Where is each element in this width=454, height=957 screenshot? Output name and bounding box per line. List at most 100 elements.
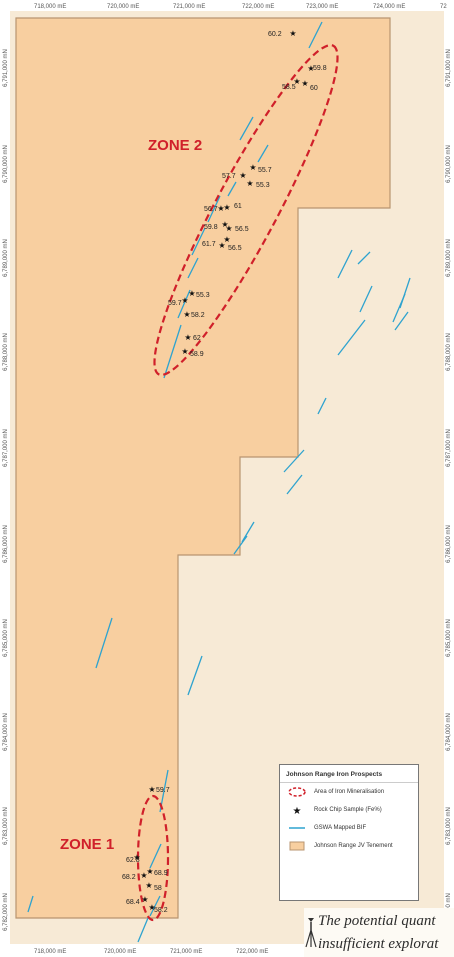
grid-tick-label: 724,000 mE bbox=[373, 4, 405, 10]
grid-tick-label: 6,790,000 mN bbox=[3, 145, 9, 183]
grid-tick-label: 72 bbox=[440, 4, 447, 10]
star-icon: ★ bbox=[188, 289, 195, 298]
grid-tick-label: 6,789,000 mN bbox=[446, 239, 452, 277]
sample-label: 55.3 bbox=[256, 182, 270, 189]
left-ticks: 6,791,000 mN 6,790,000 mN 6,789,000 mN 6… bbox=[3, 49, 9, 931]
caption-line: insufficient explorat bbox=[318, 936, 439, 952]
grid-tick-label: 6,788,000 mN bbox=[3, 333, 9, 371]
sample-label: 59.8 bbox=[204, 224, 218, 231]
grid-tick-label: 6,790,000 mN bbox=[446, 145, 452, 183]
zone-1-mineralisation-area bbox=[136, 794, 170, 922]
legend-label: GSWA Mapped BIF bbox=[314, 825, 367, 831]
sample-labels-zone2: 60.2 59.8 58.5 60 57.7 55.7 55.3 56.7 61… bbox=[168, 31, 327, 358]
sample-label: 59.7 bbox=[168, 300, 182, 307]
sample-label: 59.8 bbox=[313, 65, 327, 72]
sample-label: 56.5 bbox=[228, 245, 242, 252]
sample-label: 58.9 bbox=[190, 351, 204, 358]
grid-tick-label: 6,785,000 mN bbox=[3, 619, 9, 657]
star-icon: ★ bbox=[221, 220, 228, 229]
caption-line: The potential quant bbox=[318, 913, 436, 929]
grid-tick-label: 6,791,000 mN bbox=[3, 49, 9, 87]
map-legend: Johnson Range Iron Prospects Area of Iro… bbox=[279, 764, 419, 901]
sample-label: 62 bbox=[193, 335, 201, 342]
bif-lines bbox=[27, 21, 411, 943]
sample-label: 61.7 bbox=[202, 241, 216, 248]
star-icon: ★ bbox=[223, 235, 230, 244]
star-icon: ★ bbox=[239, 171, 246, 180]
grid-tick-label: 6,783,000 mN bbox=[446, 807, 452, 845]
star-icon: ★ bbox=[181, 347, 188, 356]
sample-label: 55.3 bbox=[196, 292, 210, 299]
star-icon: ★ bbox=[293, 77, 300, 86]
star-icon: ★ bbox=[223, 203, 230, 212]
zone-2-mineralisation-area bbox=[153, 44, 339, 376]
star-icon: ★ bbox=[148, 903, 155, 912]
legend-label: Johnson Range JV Tenement bbox=[314, 843, 393, 849]
dashed-ellipse-icon bbox=[286, 786, 308, 798]
grid-tick-label: 6,791,000 mN bbox=[446, 49, 452, 87]
legend-item-tenement: Johnson Range JV Tenement bbox=[280, 837, 418, 855]
star-icon: ★ bbox=[184, 333, 191, 342]
star-icon: ★ bbox=[218, 241, 225, 250]
legend-title: Johnson Range Iron Prospects bbox=[280, 765, 418, 783]
sample-label: 58.2 bbox=[191, 312, 205, 319]
svg-text:★: ★ bbox=[293, 806, 302, 815]
grid-tick-label: 722,000 mE bbox=[236, 949, 268, 955]
legend-label: Area of Iron Mineralisation bbox=[314, 789, 385, 795]
sample-label: 57.7 bbox=[222, 173, 236, 180]
grid-tick-label: 6,786,000 mN bbox=[446, 525, 452, 563]
zone-outlines bbox=[136, 44, 339, 922]
sample-label: 61 bbox=[234, 203, 242, 210]
legend-item-mineralisation: Area of Iron Mineralisation bbox=[280, 783, 418, 801]
sample-label: 58 bbox=[154, 885, 162, 892]
sample-labels-zone1: 59.7 62.8 68.2 68.9 58 68.4 58.2 bbox=[122, 787, 170, 914]
zone-2-label: ZONE 2 bbox=[148, 137, 202, 154]
legend-label: Rock Chip Sample (Fe%) bbox=[314, 807, 382, 813]
grid-tick-label: 6,785,000 mN bbox=[446, 619, 452, 657]
star-icon: ★ bbox=[307, 64, 314, 73]
sample-label: 56.7 bbox=[204, 206, 218, 213]
grid-tick-label: 718,000 mE bbox=[34, 4, 66, 10]
sample-label: 55.7 bbox=[258, 167, 272, 174]
bottom-ticks: 718,000 mE 720,000 mE 721,000 mE 722,000… bbox=[34, 949, 268, 955]
star-icon: ★ bbox=[141, 895, 148, 904]
grid-tick-label: 722,000 mE bbox=[242, 4, 274, 10]
grid-tick-label: 720,000 mE bbox=[104, 949, 136, 955]
grid-tick-label: 723,000 mE bbox=[306, 4, 338, 10]
star-icon: ★ bbox=[217, 204, 224, 213]
sample-label: 58.2 bbox=[154, 907, 168, 914]
orange-box-icon bbox=[286, 840, 308, 852]
zone-1-label: ZONE 1 bbox=[60, 836, 114, 853]
sample-label: 68.4 bbox=[126, 899, 140, 906]
blue-line-icon bbox=[286, 822, 308, 834]
grid-tick-label: 721,000 mE bbox=[170, 949, 202, 955]
grid-tick-label: 721,000 mE bbox=[173, 4, 205, 10]
sample-label: 59.7 bbox=[156, 787, 170, 794]
sample-label: 60 bbox=[310, 85, 318, 92]
survey-tripod-icon bbox=[305, 918, 317, 948]
star-icon: ★ bbox=[289, 29, 296, 38]
star-icon: ★ bbox=[301, 79, 308, 88]
tenement-area bbox=[15, 17, 391, 919]
legend-item-rock-chip: ★ Rock Chip Sample (Fe%) bbox=[280, 801, 418, 819]
sample-label: 68.9 bbox=[154, 870, 168, 877]
star-icon: ★ bbox=[145, 881, 152, 890]
sample-label: 56.5 bbox=[235, 226, 249, 233]
sample-label: 62.8 bbox=[126, 857, 140, 864]
grid-tick-label: 6,787,000 mN bbox=[446, 429, 452, 467]
legend-item-bif: GSWA Mapped BIF bbox=[280, 819, 418, 837]
sample-label: 60.2 bbox=[268, 31, 282, 38]
star-icon: ★ bbox=[148, 785, 155, 794]
caption-text: The potential quant insufficient explora… bbox=[318, 910, 454, 956]
star-icon: ★ bbox=[181, 296, 188, 305]
star-icon: ★ bbox=[246, 179, 253, 188]
star-icon: ★ bbox=[225, 224, 232, 233]
sample-label: 58.5 bbox=[282, 84, 296, 91]
grid-tick-label: 718,000 mE bbox=[34, 949, 66, 955]
top-ticks: 718,000 mE 720,000 mE 721,000 mE 722,000… bbox=[34, 4, 447, 10]
grid-tick-label: 6,789,000 mN bbox=[3, 239, 9, 277]
grid-tick-label: 6,784,000 mN bbox=[3, 713, 9, 751]
sample-label: 68.2 bbox=[122, 874, 136, 881]
star-icon: ★ bbox=[183, 310, 190, 319]
